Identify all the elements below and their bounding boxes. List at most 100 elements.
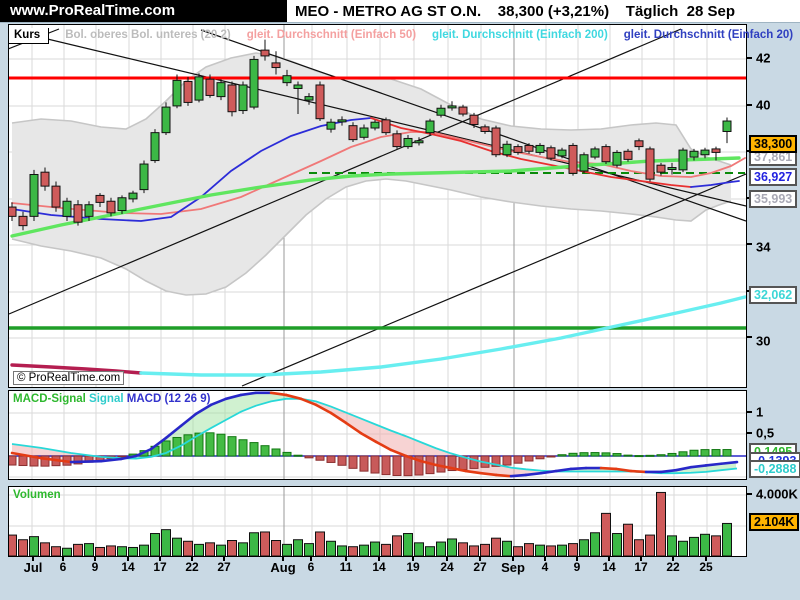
macd-histogram-bar [700,449,710,457]
brand-logo[interactable]: www.ProRealTime.com [0,0,287,22]
volume-bar [40,542,50,556]
volume-canvas[interactable] [9,487,746,556]
macd-line-segment [599,466,618,471]
volume-bar [645,534,655,556]
candle [205,74,215,98]
macd-line-segment [39,456,73,464]
candle [623,148,633,162]
volume-bar [227,540,237,556]
macd-histogram-bar [392,455,402,477]
macd-histogram-bar [282,451,292,457]
macd-histogram-bar [293,454,303,457]
candle [612,150,622,168]
price-chart-canvas[interactable] [9,25,746,387]
volume-bar [458,542,468,556]
price-chart-panel[interactable]: Kurs Bol. oberes Bol. unteres (20 2) gleit… [8,24,793,388]
axis-tick [576,557,578,561]
macd-histogram-bar [491,455,501,467]
candle [128,190,138,203]
ma20-end [690,180,740,188]
signal-line [11,397,738,475]
macd-line-segment [284,393,303,401]
axis-tick [159,557,161,561]
macd-line-segment [344,421,363,435]
macd-line-segment [659,468,678,474]
candle [348,122,358,142]
axis-tick [746,432,752,434]
volume-bar [271,540,281,556]
candle [546,145,556,161]
macd-histogram-bar [348,455,358,469]
macd-line-segment [374,440,393,452]
legend-item-0[interactable]: Bol. oberes Bol. unteres (20 2) [65,29,231,41]
macd-histogram-bar [513,455,523,464]
volume-bar [260,531,270,556]
macd-line-segment [434,463,453,470]
axis-tick [345,557,347,561]
candle [161,102,171,135]
axis-tick [746,336,752,338]
macd-line-segment [10,451,43,460]
macd-panel[interactable]: MACD-Signal Signal MACD (12 26 9) [8,390,747,480]
candle [579,152,589,174]
candle [271,51,281,75]
macd-histogram-bar [436,455,446,473]
volume-bar [326,540,336,556]
macd-line-segment [209,397,228,407]
volume-bar [95,546,105,556]
volume-panel[interactable]: Volumen [8,486,747,557]
candle [480,124,490,134]
axis-tick [746,411,752,413]
candle [29,169,39,221]
volume-bar [612,533,622,556]
volume-bar [546,545,556,556]
volume-bar [73,543,83,556]
candle [106,197,116,217]
volume-bar [348,546,358,556]
ma50 [11,131,746,215]
date-label: 9 [91,560,99,574]
candle [359,124,369,140]
volume-bar [678,540,688,556]
legend-item-1[interactable]: gleit. Durchschnitt (Einfach 50) [246,29,417,41]
volume-bar [337,545,347,556]
volume-bar [304,543,314,556]
volume-bar [216,544,226,556]
macd-histogram-bar [370,455,380,474]
volume-bar [117,546,127,556]
volume-bar [150,533,160,556]
header-bar: www.ProRealTime.com MEO - METRO AG ST O.… [0,0,800,23]
volume-bar [370,541,380,556]
ma200-cyan [139,295,746,377]
axis-tick [62,557,64,561]
volume-bar [667,535,677,556]
candle [40,167,50,191]
volume-bar [436,541,446,556]
candle [535,143,545,155]
date-label: 27 [473,560,487,574]
macd-canvas[interactable] [9,391,746,479]
copyright-label: © ProRealTime.com [13,371,125,385]
kurs-tab[interactable]: Kurs [9,28,50,44]
legend-item-3[interactable]: gleit. Durchschnitt (Einfach 20) [623,29,794,41]
legend-item-2[interactable]: gleit. Durchschnitt (Einfach 200) [432,29,608,41]
macd-histogram-bar [678,451,688,457]
macd-line-segment [119,454,138,461]
macd-histogram-bar [447,455,457,472]
macd-histogram-bar [359,455,369,472]
macd-histogram-bar [238,439,248,457]
macd-histogram-bar [546,455,556,458]
volume-bar [513,546,523,556]
axis-label: 4.000K [756,486,798,502]
macd-line-segment [614,467,633,473]
volume-bar [469,545,479,556]
macd-histogram-bar [601,452,611,457]
volume-bar [359,544,369,556]
volume-bar [711,535,721,556]
volume-bar [238,542,248,556]
candle [667,162,677,175]
macd-histogram-bar [73,455,83,465]
candle [469,112,479,128]
volume-bar [524,543,534,556]
candle [711,146,721,161]
